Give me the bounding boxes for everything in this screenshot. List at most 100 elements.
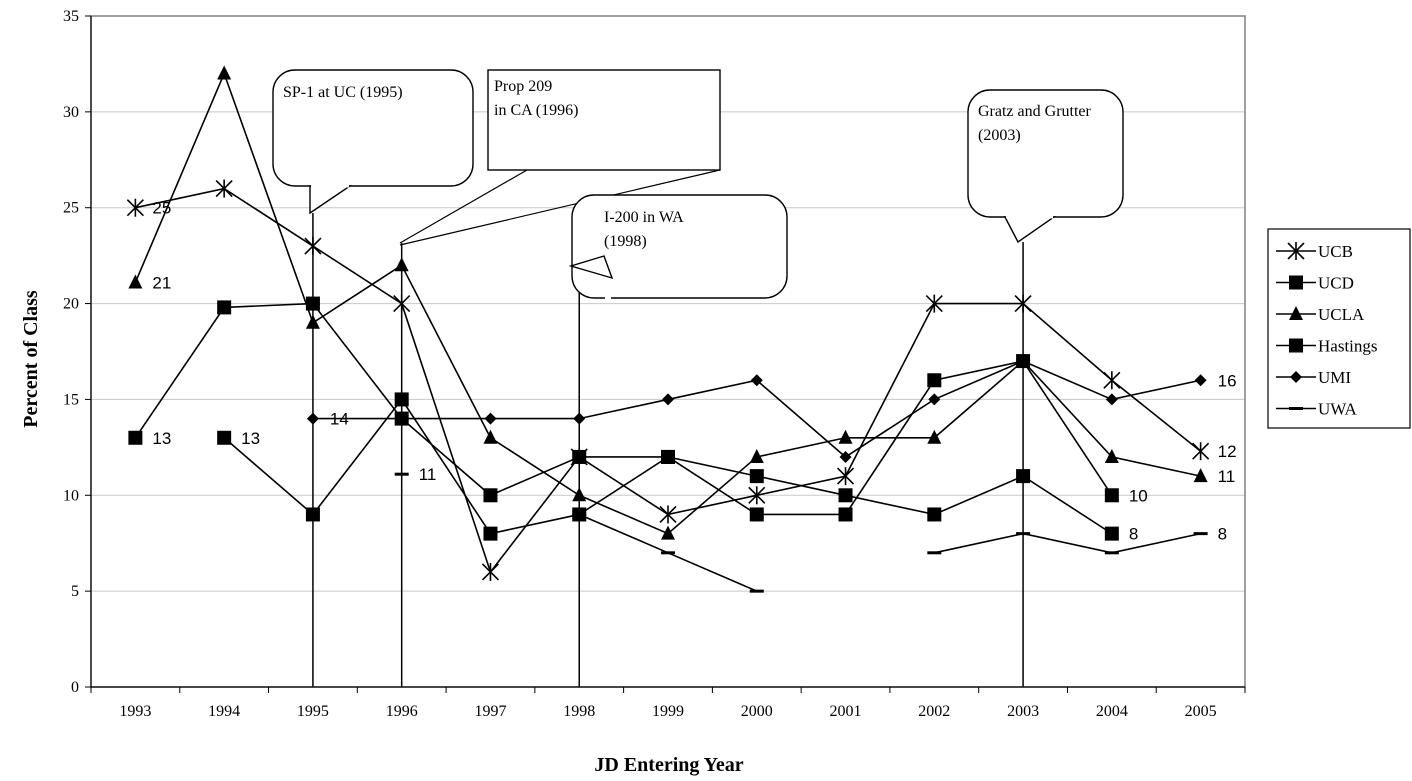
point-ucla-1999 — [661, 525, 675, 540]
series-line-ucd — [134, 302, 1113, 516]
annotation-callouts: SP-1 at UC (1995) Prop 209 in CA (1996) I-2… — [272, 69, 1124, 300]
point-umi-2004 — [1105, 393, 1118, 406]
x-axis-title: JD Entering Year — [594, 754, 743, 776]
point-ucb-2002 — [925, 294, 943, 313]
point-ucla-2004 — [1104, 448, 1119, 463]
data-label-umi-1995: 14 — [330, 410, 349, 429]
point-umi-2005 — [1194, 374, 1207, 387]
point-umi-1996 — [395, 412, 408, 425]
data-label-umi-2005: 16 — [1218, 371, 1237, 390]
point-hastings-1995 — [305, 507, 320, 522]
point-hastings-2004 — [1104, 526, 1119, 541]
legend-marker-ucd — [1289, 275, 1303, 290]
point-ucd-1998 — [572, 449, 587, 464]
series-line-uwa-2 — [934, 532, 1201, 554]
data-label-ucd-1993: 13 — [152, 429, 171, 448]
data-label-uwa-1996: 11 — [419, 465, 437, 484]
point-ucla-2005 — [1193, 468, 1208, 483]
point-ucb-2005 — [1192, 442, 1210, 461]
legend-marker-hastings — [1289, 338, 1303, 353]
axes — [90, 15, 1246, 688]
legend-label-umi: UMI — [1318, 368, 1351, 387]
callout-1998-box — [571, 194, 788, 299]
point-uwa-1999 — [661, 551, 675, 555]
point-uwa-1998 — [572, 512, 587, 516]
point-ucla-1997 — [483, 429, 498, 444]
point-umi-1999 — [662, 393, 674, 406]
y-tick-label-15: 15 — [63, 391, 79, 408]
callout-1995-box — [272, 69, 474, 187]
point-ucla-2002 — [927, 429, 942, 444]
y-axis-title: Percent of Class — [20, 290, 42, 428]
callout-2003: Gratz and Grutter (2003) — [967, 89, 1124, 244]
point-umi-2002 — [928, 393, 941, 406]
legend-item-ucd: UCD — [1276, 274, 1354, 293]
point-uwa-2002 — [927, 551, 942, 555]
legend-item-ucb: UCB — [1276, 242, 1353, 261]
x-tick-label-1999: 1999 — [652, 703, 684, 720]
point-umi-1997 — [484, 412, 497, 425]
point-hastings-1996 — [394, 392, 409, 407]
callout-1995-text-0: SP-1 at UC (1995) — [283, 84, 403, 101]
point-hastings-2000 — [749, 469, 764, 484]
point-ucb-1993 — [126, 198, 144, 217]
point-ucla-1996 — [394, 257, 409, 272]
callout-1996-text-1: in CA (1996) — [494, 102, 578, 119]
point-hastings-1999 — [661, 449, 675, 464]
point-umi-1998 — [573, 412, 586, 425]
x-tick-label-2004: 2004 — [1096, 703, 1128, 720]
point-uwa-2005 — [1193, 532, 1208, 536]
point-ucd-1997 — [483, 488, 498, 503]
x-tick-label-2002: 2002 — [918, 703, 950, 720]
x-tick-label-1995: 1995 — [297, 703, 329, 720]
tick-labels: 0 5 10 15 20 25 30 35 1993 1994 1995 1996 1997 1998 19… — [63, 8, 1246, 720]
callout-1996-pointer-a — [399, 169, 528, 244]
point-ucla-1993 — [128, 274, 143, 289]
legend-item-ucla: UCLA — [1276, 305, 1365, 324]
point-umi-2003 — [1017, 355, 1030, 368]
point-umi-1995 — [306, 412, 319, 425]
data-label-ucb-2005: 12 — [1218, 442, 1237, 461]
callout-1996-pointer-b — [399, 169, 721, 246]
x-tick-label-1998: 1998 — [563, 703, 595, 720]
legend-label-ucla: UCLA — [1318, 305, 1365, 324]
point-ucb-1999 — [659, 505, 677, 524]
x-tick-label-2000: 2000 — [741, 703, 773, 720]
data-label-hastings-2004: 8 — [1129, 525, 1138, 544]
point-ucd-2002 — [927, 373, 942, 388]
point-ucb-2004 — [1103, 371, 1121, 390]
data-label-uwa-2005: 8 — [1218, 525, 1227, 544]
point-hastings-1997 — [483, 526, 498, 541]
y-tick-label-0: 0 — [71, 679, 79, 696]
point-uwa-2000 — [749, 589, 764, 593]
point-ucb-2001 — [836, 467, 855, 486]
legend-item-umi: UMI — [1276, 368, 1351, 387]
point-ucb-2000 — [748, 486, 766, 505]
point-ucla-2001 — [838, 429, 853, 444]
legend-marker-ucla — [1289, 306, 1303, 320]
legend-item-hastings: Hastings — [1276, 337, 1378, 356]
callout-2003-pointer — [1003, 216, 1057, 244]
point-ucd-1995 — [305, 296, 320, 311]
point-ucd-2001 — [838, 507, 853, 522]
point-hastings-2001 — [838, 488, 853, 503]
point-hastings-2002 — [927, 507, 942, 522]
data-label-ucd-2004: 10 — [1129, 486, 1148, 505]
point-hastings-2003 — [1016, 469, 1031, 484]
point-ucla-1994 — [217, 65, 232, 80]
x-tick-label-1997: 1997 — [474, 703, 506, 720]
legend-item-uwa: UWA — [1276, 400, 1357, 419]
legend-marker-ucb — [1287, 242, 1305, 260]
legend-marker-uwa — [1289, 407, 1303, 410]
y-tick-label-5: 5 — [71, 583, 79, 600]
x-tick-label-1994: 1994 — [208, 703, 240, 720]
callout-1998-pointer — [568, 255, 614, 280]
x-tick-label-2003: 2003 — [1007, 703, 1039, 720]
callout-1996: Prop 209 in CA (1996) — [399, 69, 721, 246]
legend-label-hastings: Hastings — [1318, 337, 1378, 356]
point-ucb-1996 — [393, 294, 411, 313]
callout-1996-text-0: Prop 209 — [494, 78, 552, 95]
point-uwa-2004 — [1104, 551, 1119, 555]
y-tick-label-20: 20 — [63, 296, 79, 313]
